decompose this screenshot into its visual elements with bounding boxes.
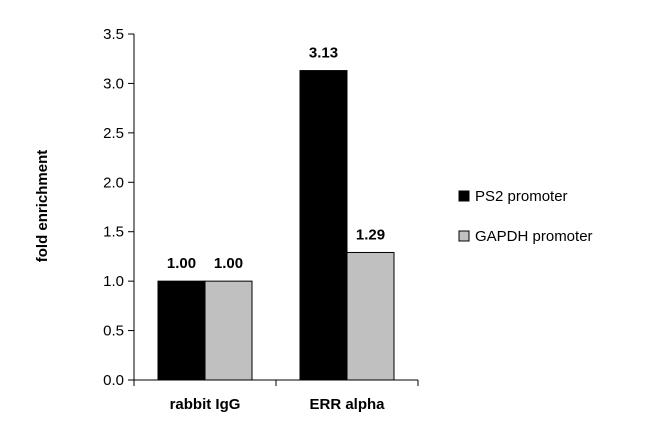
y-tick-label: 3.0 (103, 75, 124, 92)
data-label: 1.00 (214, 255, 243, 272)
bars-layer (157, 70, 395, 381)
x-category-label: rabbit IgG (170, 396, 241, 413)
y-tick-label: 0.0 (103, 372, 124, 389)
y-tick-label: 3.5 (103, 26, 124, 43)
data-label: 3.13 (309, 45, 338, 62)
legend-swatch (458, 230, 470, 242)
y-tick-label: 1.5 (103, 224, 124, 241)
legend-label: PS2 promoter (475, 188, 568, 205)
legend-swatch (458, 190, 470, 202)
data-labels-layer: 1.00 1.00 3.13 1.29 (167, 45, 385, 273)
legend: PS2 promoter GAPDH promoter (458, 188, 593, 245)
data-label: 1.00 (167, 255, 196, 272)
bar (157, 280, 206, 381)
y-tick-label: 1.0 (103, 273, 124, 290)
bar (204, 280, 253, 381)
bar (299, 70, 348, 381)
y-tick-label: 2.5 (103, 125, 124, 142)
bar (346, 251, 395, 381)
y-tick-label: 2.0 (103, 174, 124, 191)
y-tick-label: 0.5 (103, 323, 124, 340)
y-axis-title: fold enrichment (34, 150, 51, 263)
axes-layer: 0.0 0.5 1.0 1.5 2.0 2.5 3.0 3.5 rabbit IgG ERR al… (103, 26, 419, 413)
legend-label: GAPDH promoter (475, 228, 593, 245)
x-category-label: ERR alpha (309, 396, 385, 413)
data-label: 1.29 (356, 226, 385, 243)
